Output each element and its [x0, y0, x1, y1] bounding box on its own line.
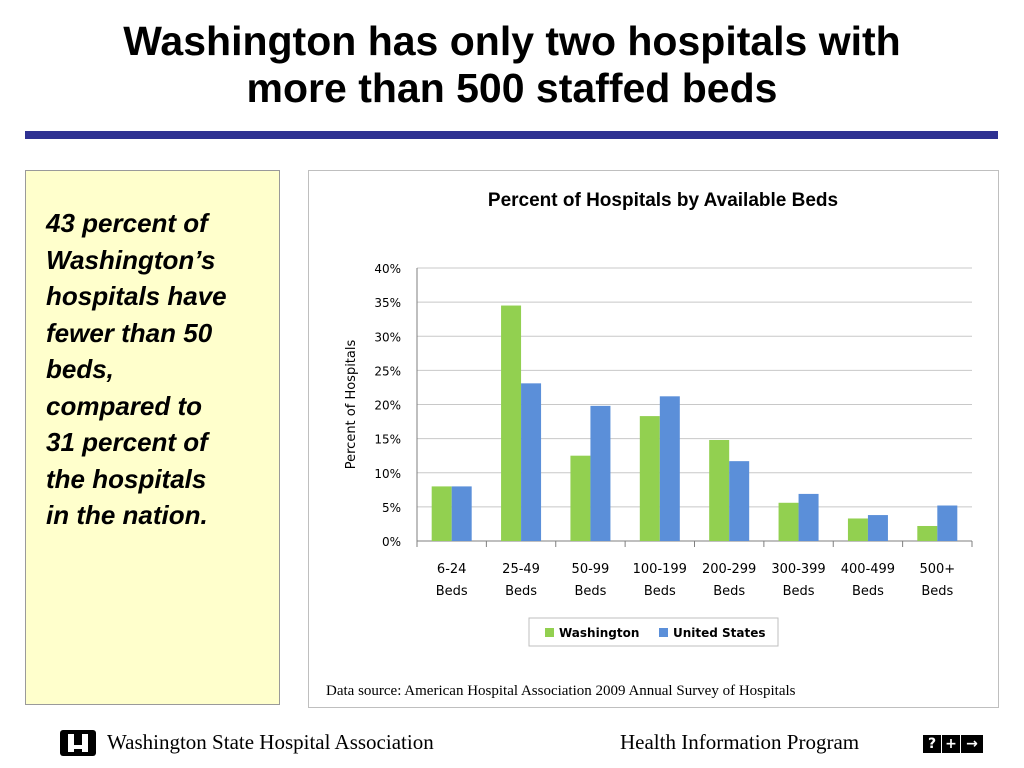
- x-tick-label: 100-199: [633, 562, 687, 577]
- bar-united-states: [451, 486, 472, 541]
- question-glyph: ?: [923, 735, 941, 753]
- footer-program: Health Information Program: [620, 730, 860, 754]
- legend-swatch: [545, 628, 554, 637]
- bar-united-states: [659, 396, 680, 541]
- x-tick-label: Beds: [574, 584, 606, 599]
- bar-washington: [431, 486, 452, 541]
- y-tick-label: 15%: [374, 433, 401, 447]
- callout-line: compared to: [46, 390, 203, 421]
- x-tick-label: Beds: [852, 584, 884, 599]
- legend-label: Washington: [559, 626, 639, 640]
- callout-line: 31 percent of: [46, 427, 208, 457]
- callout-line: hospitals have: [46, 281, 227, 311]
- bar-washington: [778, 502, 799, 541]
- x-tick-label: Beds: [436, 584, 468, 599]
- callout-line: 43 percent of: [46, 208, 208, 238]
- footer-organization: Washington State Hospital Association: [107, 730, 434, 754]
- x-tick-label: 300-399: [771, 562, 825, 577]
- x-tick-label: Beds: [713, 584, 745, 599]
- x-tick-label: 6-24: [437, 562, 467, 577]
- callout-line: Washington’s: [46, 244, 216, 275]
- slide-title-line-2: more than 500 staffed beds: [246, 65, 778, 111]
- y-tick-label: 40%: [374, 262, 401, 276]
- bar-united-states: [590, 405, 611, 541]
- chart-panel: Percent of Hospitals by Available Beds 0%…: [308, 170, 999, 708]
- callout-box: 43 percent of Washington’s hospitals have f…: [25, 170, 280, 705]
- y-axis-label: Percent of Hospitals: [344, 340, 359, 470]
- bar-washington: [501, 305, 522, 541]
- callout-text: 43 percent of Washington’s hospitals have f…: [46, 205, 276, 534]
- x-tick-label: 50-99: [572, 562, 610, 577]
- bar-washington: [639, 416, 660, 541]
- plus-glyph: +: [942, 735, 960, 753]
- callout-line: the hospitals: [46, 463, 207, 494]
- slide-title-line-1: Washington has only two hospitals with: [123, 18, 901, 64]
- bar-washington: [570, 455, 591, 541]
- chart-title: Percent of Hospitals by Available Beds: [488, 190, 838, 211]
- wsha-logo-icon: [60, 730, 96, 756]
- bar-united-states: [867, 515, 888, 541]
- x-tick-label: 25-49: [502, 562, 540, 577]
- y-tick-label: 35%: [374, 296, 401, 310]
- bar-united-states: [937, 505, 958, 541]
- callout-line: fewer than 50: [46, 317, 213, 348]
- y-tick-label: 30%: [374, 330, 401, 344]
- bar-united-states: [798, 493, 819, 541]
- x-tick-label: Beds: [644, 584, 676, 599]
- x-tick-label: 500+: [919, 562, 955, 577]
- y-tick-label: 25%: [374, 364, 401, 378]
- x-tick-label: Beds: [505, 584, 537, 599]
- legend-box: [528, 617, 779, 647]
- x-tick-label: Beds: [783, 584, 815, 599]
- y-tick-label: 5%: [382, 501, 401, 515]
- bar-washington: [847, 518, 868, 541]
- callout-line: in the nation.: [46, 500, 208, 530]
- arrow-glyph: →: [961, 735, 983, 753]
- legend-label: United States: [673, 626, 766, 640]
- title-divider: [25, 131, 998, 139]
- y-tick-label: 10%: [374, 467, 401, 481]
- bar-washington: [709, 439, 730, 541]
- y-tick-label: 20%: [374, 399, 401, 413]
- x-tick-label: 200-299: [702, 562, 756, 577]
- bar-washington: [917, 525, 938, 541]
- bar-chart: Percent of Hospitals by Available Beds 0%…: [344, 190, 973, 647]
- question-plus-arrow-icon: ? + →: [923, 735, 984, 753]
- bar-united-states: [521, 383, 542, 541]
- x-tick-label: Beds: [921, 584, 953, 599]
- slide-title: Washington has only two hospitals with m…: [0, 18, 1024, 112]
- bar-united-states: [729, 461, 750, 541]
- data-source: Data source: American Hospital Associati…: [326, 683, 796, 699]
- x-tick-label: 400-499: [841, 562, 895, 577]
- y-tick-label: 0%: [382, 535, 401, 549]
- callout-line: beds,: [46, 354, 114, 384]
- legend-swatch: [659, 628, 668, 637]
